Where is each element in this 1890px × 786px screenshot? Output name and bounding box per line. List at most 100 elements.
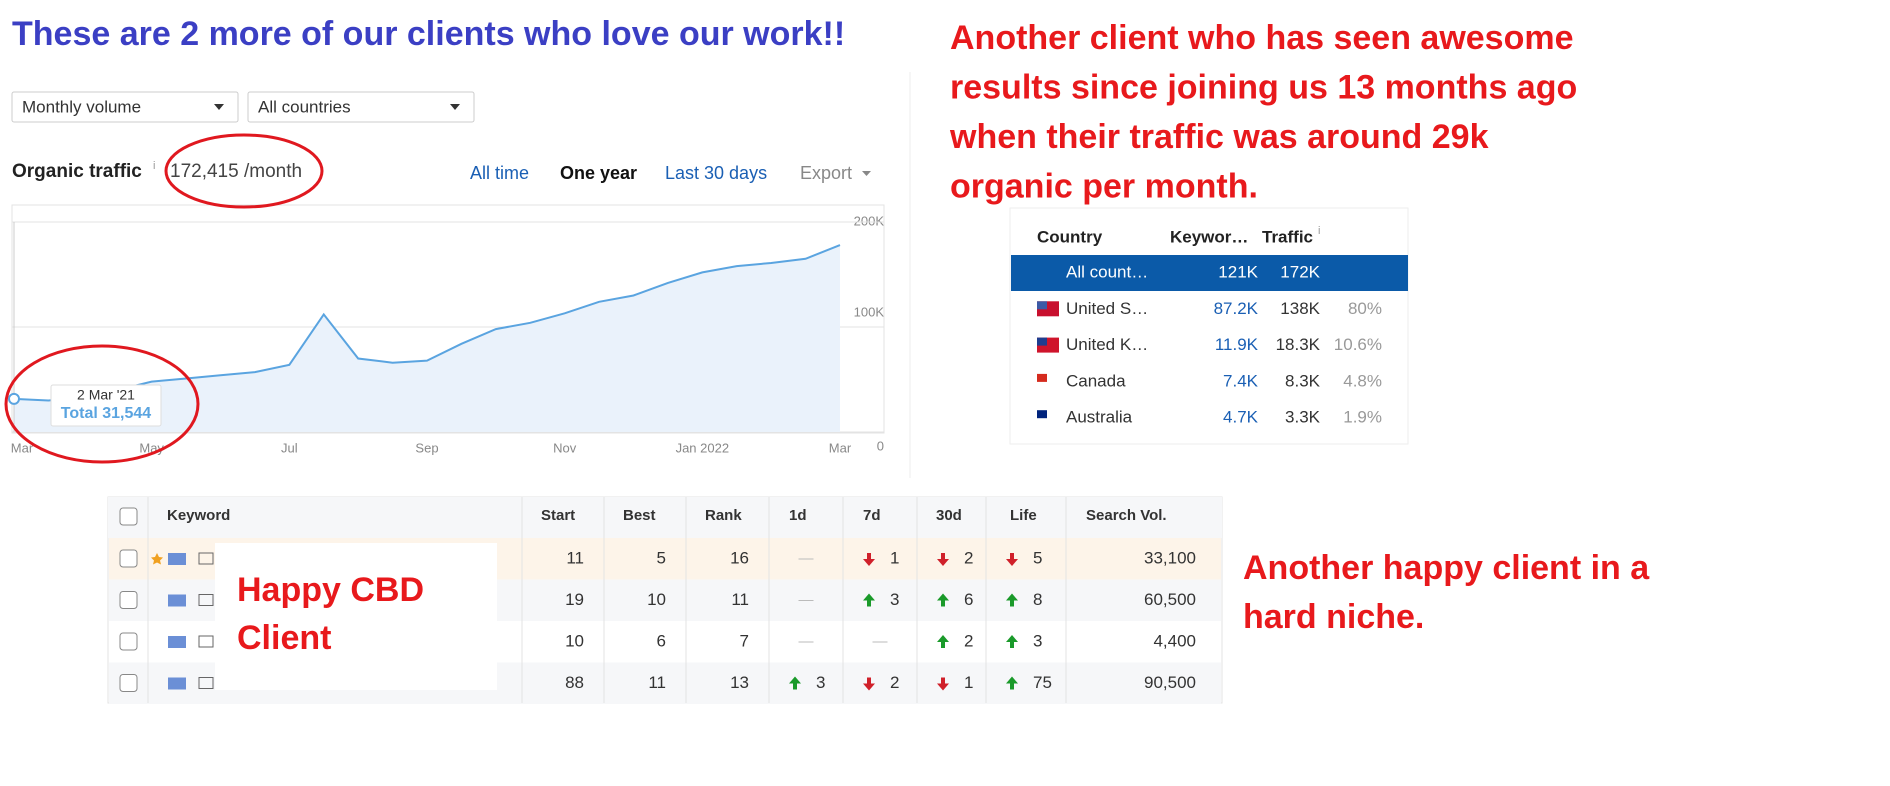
chart-frame	[11, 204, 885, 434]
column-header: Search Vol.	[1086, 507, 1167, 524]
column-header: Best	[623, 507, 656, 524]
annotation: Happy CBD	[237, 571, 424, 609]
annotation: Another client who has seen awesome	[950, 19, 1574, 57]
trend-value: 3	[816, 673, 825, 692]
checkbox[interactable]	[119, 591, 138, 609]
column-header: Country	[1037, 227, 1103, 246]
trend-value: 2	[890, 673, 899, 692]
serp-icon	[198, 635, 214, 648]
table-cell: 90,500	[1144, 673, 1196, 692]
area	[14, 245, 840, 432]
table-cell: 11	[566, 548, 584, 567]
checkbox[interactable]	[119, 507, 138, 526]
table-cell: United S…	[1066, 299, 1148, 318]
arrow-up	[937, 635, 949, 648]
table-cell: 8.3K	[1285, 371, 1321, 390]
y-tick-label: 0	[877, 438, 884, 453]
table-cell: 11	[731, 590, 749, 609]
column-header: 7d	[863, 507, 881, 524]
annotation: Client	[237, 619, 331, 657]
flag	[1037, 410, 1047, 419]
arrow-down	[937, 553, 949, 566]
export-caret	[862, 171, 871, 176]
tooltip-date: 2 Mar '21	[77, 387, 135, 403]
dropdown-label: All countries	[258, 97, 351, 116]
point	[8, 392, 20, 405]
export-button[interactable]: Export	[800, 163, 852, 183]
country-table	[1009, 207, 1409, 445]
table-cell: All count…	[1066, 262, 1148, 281]
x-tick-label: Sep	[415, 440, 438, 455]
traffic-value: 172,415 /month	[170, 161, 302, 182]
table-cell: 3.3K	[1285, 408, 1321, 427]
serp-icon	[198, 552, 214, 565]
range-option[interactable]: Last 30 days	[665, 163, 767, 183]
arrow-down	[863, 677, 875, 691]
column-header: 1d	[789, 507, 807, 524]
table-cell: 4.8%	[1343, 371, 1382, 390]
flag-icon	[168, 553, 186, 565]
table-cell: 7	[740, 631, 749, 650]
column-header: Life	[1010, 507, 1037, 524]
info-icon: i	[153, 160, 155, 172]
table-cell: United K…	[1066, 335, 1148, 354]
x-tick-label: Mar	[829, 440, 852, 455]
table-cell: 60,500	[1144, 590, 1196, 609]
annotation: when their traffic was around 29k	[949, 118, 1489, 156]
no-change: —	[799, 550, 814, 567]
dropdown-caret	[214, 104, 224, 110]
table-cell: 6	[657, 631, 666, 650]
annotation: hard niche.	[1243, 598, 1424, 636]
star	[151, 553, 163, 565]
table-cell: 10	[647, 590, 666, 609]
checkbox[interactable]	[119, 549, 138, 568]
column-header: Start	[541, 507, 575, 524]
trend-value: 2	[964, 631, 973, 650]
table-cell: 10	[565, 631, 584, 650]
table-cell: 10.6%	[1334, 335, 1382, 354]
trend-value: 2	[964, 548, 973, 567]
table-cell: 138K	[1280, 299, 1320, 318]
column-header: Traffic	[1262, 227, 1313, 246]
flag	[1037, 301, 1047, 310]
table-cell: 33,100	[1144, 548, 1196, 567]
annotation: results since joining us 13 months ago	[950, 68, 1577, 106]
no-change: —	[799, 633, 814, 650]
table-cell: Australia	[1066, 408, 1133, 427]
table-cell: 5	[657, 548, 666, 567]
trend-value: 1	[964, 673, 973, 692]
table-header	[108, 497, 1222, 538]
table-cell: 88	[565, 673, 584, 692]
arrow-down	[1006, 553, 1018, 566]
column-header: 30d	[936, 507, 962, 524]
trend-value: 75	[1033, 673, 1052, 692]
x-tick-label: Jan 2022	[676, 440, 730, 455]
trend-value: 6	[964, 590, 973, 609]
y-tick-label: 200K	[854, 213, 885, 228]
table-cell: 87.2K	[1214, 299, 1259, 318]
dropdown-label: Monthly volume	[22, 97, 141, 116]
column-header: Rank	[705, 507, 742, 524]
info-icon: i	[1318, 225, 1320, 237]
dropdown[interactable]	[11, 91, 239, 123]
table-cell: 1.9%	[1343, 408, 1382, 427]
table-cell: 18.3K	[1276, 335, 1321, 354]
trend-value: 3	[1033, 631, 1042, 650]
dropdown-caret	[450, 104, 460, 110]
dropdown[interactable]	[247, 91, 475, 123]
table-cell: 13	[730, 673, 749, 692]
red-circle	[164, 133, 324, 209]
arrow-down	[937, 677, 949, 691]
checkbox[interactable]	[119, 632, 138, 651]
checkbox[interactable]	[119, 674, 138, 692]
range-option[interactable]: One year	[560, 163, 637, 183]
trend-value: 3	[890, 590, 899, 609]
table-cell: 4,400	[1153, 631, 1196, 650]
trend-value: 1	[890, 548, 899, 567]
range-option[interactable]: All time	[470, 163, 529, 183]
column-header: Keywor…	[1170, 227, 1248, 246]
arrow-up	[789, 676, 801, 690]
x-tick-label: Nov	[553, 440, 577, 455]
arrow-up	[1006, 676, 1018, 690]
